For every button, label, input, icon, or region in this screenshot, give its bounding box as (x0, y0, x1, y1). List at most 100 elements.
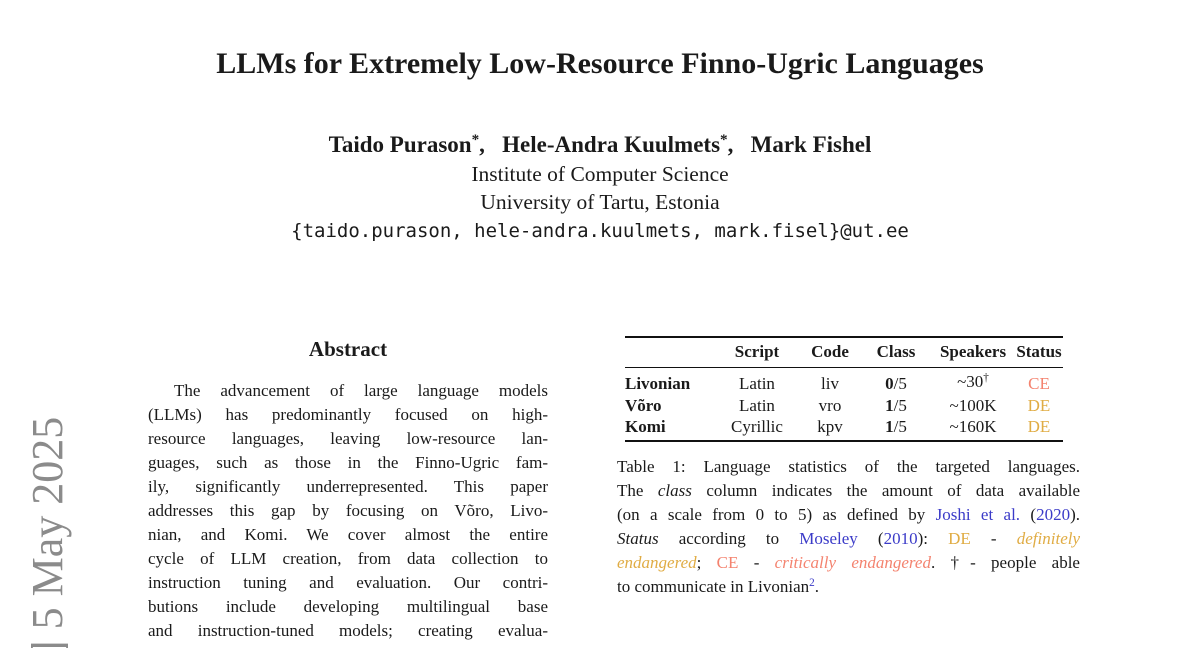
col-header-script: Script (734, 342, 780, 361)
text-segment: ( (857, 529, 884, 548)
text-segment: CE (716, 553, 739, 572)
caption-line: Status according to Moseley (2010): DE -… (617, 527, 1080, 551)
authors-line: Taido Purason*, Hele-Andra Kuulmets*, Ma… (0, 131, 1200, 162)
cell-language: Komi (625, 417, 666, 436)
text-segment: critically endangered (774, 553, 931, 572)
abstract-line: addresses this gap by focusing on Võro, … (148, 501, 548, 520)
language-stats-table: Script Code Class Speakers Status Livoni… (625, 336, 1063, 442)
text-segment: , (479, 132, 503, 157)
text-segment: . (814, 577, 820, 596)
text-segment: Table 1: Language statistics of the targ… (617, 457, 1080, 476)
text-segment: (on a scale from 0 to 5) as defined by (617, 505, 936, 524)
caption-line: to communicate in Livonian2. (617, 575, 1080, 601)
text-segment: 1 (885, 396, 894, 415)
table-row-livonian: Livonian Latin liv 0/5 ~30† CE (625, 368, 1063, 396)
abstract-line: ily, significantly underrepresented. Thi… (148, 477, 548, 496)
abstract-line: butions include developing multilingual … (148, 597, 548, 616)
abstract-line: guages, such as those in the Finno-Ugric… (148, 453, 548, 472)
affiliation-institute: Institute of Computer Science (471, 162, 729, 186)
text-segment: ). (1070, 505, 1080, 524)
cell-class: 1/5 (861, 416, 931, 437)
cell-speakers: ~100K (931, 395, 1015, 416)
cell-script: Cyrillic (731, 417, 783, 436)
text-segment: † (983, 371, 989, 384)
col-header-language (625, 338, 715, 368)
col-header-class: Class (876, 342, 916, 361)
cell-speakers: ~30† (931, 368, 1015, 396)
text-segment: /5 (893, 396, 907, 415)
text-segment: 0 (885, 373, 894, 393)
abstract-line: resource languages, leaving low-resource… (148, 429, 548, 448)
arxiv-watermark: ] 5 May 2025 (23, 416, 72, 648)
col-header-code: Code (811, 342, 849, 361)
text-segment: ; (696, 553, 717, 572)
text-segment: . †- people able (930, 553, 1080, 572)
text-segment: ~30 (957, 372, 984, 391)
text-segment: according to (658, 529, 800, 548)
abstract-line: nian, and Komi. We cover almost the enti… (148, 525, 548, 544)
table-caption: Table 1: Language statistics of the targ… (617, 455, 1080, 601)
text-segment: - (970, 529, 1017, 548)
citation-link[interactable]: Moseley (799, 529, 858, 548)
text-segment: * (720, 130, 728, 148)
paper-title: LLMs for Extremely Low-Resource Finno-Ug… (216, 47, 984, 80)
caption-line: (on a scale from 0 to 5) as defined by J… (617, 503, 1080, 527)
cell-status: DE (1015, 395, 1063, 416)
caption-line: The class column indicates the amount of… (617, 479, 1080, 503)
text-segment: Taido Purason (328, 132, 472, 157)
cell-language: Võro (625, 396, 662, 415)
abstract-line: and instruction-tuned models; creating e… (148, 621, 548, 640)
email-line: {taido.purason, hele-andra.kuulmets, mar… (291, 220, 909, 242)
cell-script: Latin (739, 396, 775, 415)
text-segment: ( (1020, 505, 1037, 524)
col-header-speakers: Speakers (939, 342, 1007, 361)
col-header-status: Status (1016, 342, 1062, 361)
abstract-body: The advancement of large language models… (148, 379, 548, 643)
abstract-line: instruction tuning and evaluation. Our c… (148, 573, 548, 592)
status-badge-de: DE (1027, 396, 1051, 415)
text-segment: - (738, 553, 775, 572)
citation-link[interactable]: Joshi et al. (935, 505, 1021, 524)
text-segment: Status (617, 529, 659, 548)
caption-line: Table 1: Language statistics of the targ… (617, 455, 1080, 479)
cell-script: Latin (739, 373, 775, 393)
abstract-line: (LLMs) has predominantly focused on high… (148, 405, 548, 424)
text-segment: definitely (1016, 529, 1081, 548)
text-segment: /5 (893, 373, 907, 393)
cell-class: 0/5 (861, 368, 931, 396)
cell-speakers: ~160K (931, 416, 1015, 437)
cell-code: kpv (817, 417, 843, 436)
text-segment: to communicate in Livonian (617, 577, 810, 596)
table-row-komi: Komi Cyrillic kpv 1/5 ~160K DE (625, 416, 1063, 437)
text-segment: class (657, 481, 692, 500)
text-segment: 1 (885, 417, 894, 436)
abstract-line: cycle of LLM creation, from data collect… (148, 549, 548, 568)
cell-code: liv (821, 373, 839, 393)
text-segment: DE (948, 529, 971, 548)
text-segment: ): (917, 529, 949, 548)
status-badge-de: DE (1027, 417, 1051, 436)
status-badge-ce: CE (1028, 373, 1050, 393)
cell-language: Livonian (625, 373, 691, 393)
text-segment: endangered (617, 553, 697, 572)
text-segment: column indicates the amount of data avai… (691, 481, 1080, 500)
text-segment: ~160K (949, 417, 997, 436)
abstract-heading: Abstract (308, 337, 388, 361)
citation-link[interactable]: 2020 (1036, 505, 1071, 524)
table-row-voro: Võro Latin vro 1/5 ~100K DE (625, 395, 1063, 416)
cell-status: CE (1015, 368, 1063, 396)
cell-status: DE (1015, 416, 1063, 437)
text-segment: * (471, 130, 480, 148)
citation-link[interactable]: 2010 (883, 529, 918, 548)
text-segment: Mark Fishel (750, 132, 872, 157)
affiliation-university: University of Tartu, Estonia (480, 190, 720, 214)
cell-class: 1/5 (861, 395, 931, 416)
text-segment: ~100K (949, 396, 997, 415)
caption-line: endangered; CE - critically endangered. … (617, 551, 1080, 575)
text-segment: /5 (893, 417, 907, 436)
abstract-line: The advancement of large language models (174, 381, 548, 400)
text-segment: Hele-Andra Kuulmets (502, 132, 721, 157)
cell-code: vro (818, 396, 842, 415)
citation-link[interactable]: 2 (809, 576, 815, 589)
